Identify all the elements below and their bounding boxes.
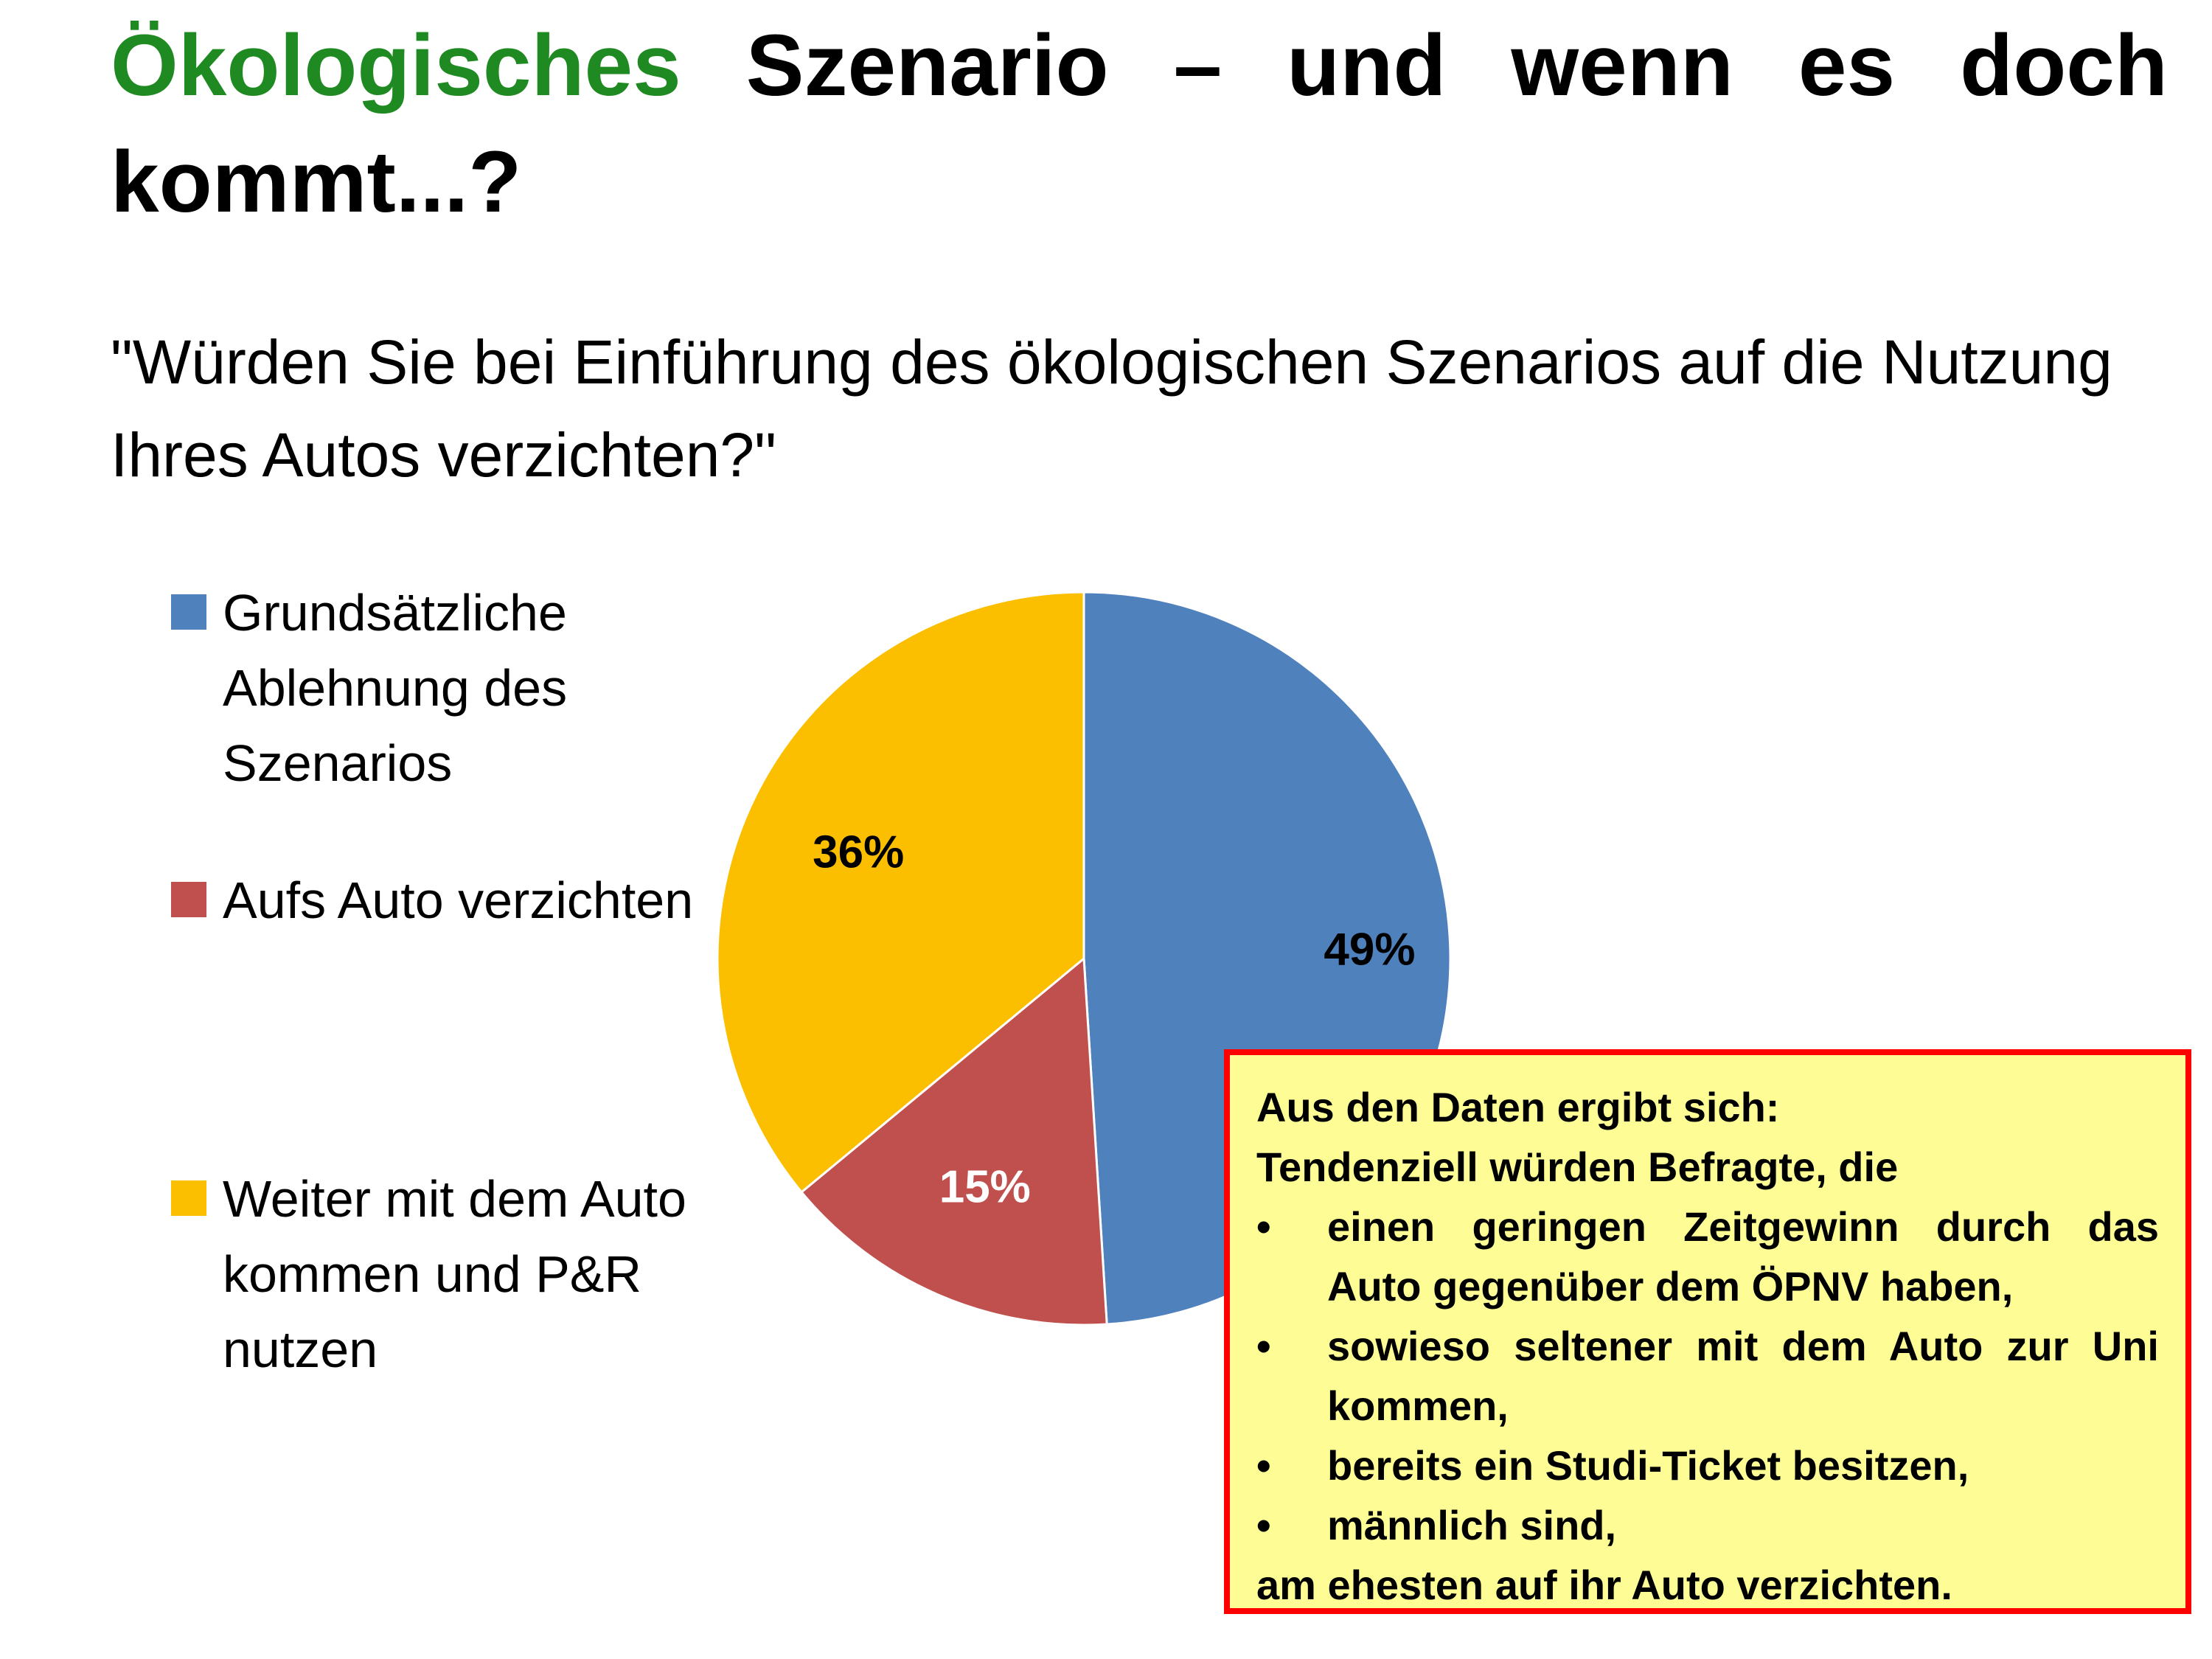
callout-bullet-item: • männlich sind, (1256, 1495, 2159, 1555)
title-rest: Szenario – und wenn es doch kommt...? (111, 17, 2168, 231)
data-label-ablehnung: 49% (1324, 924, 1415, 975)
legend-label-verzichten: Aufs Auto verzichten (223, 872, 694, 929)
callout-bullet-item: • einen geringen Zeitgewinn durch das Aut… (1256, 1197, 2159, 1316)
bullet-marker: • (1256, 1323, 1271, 1369)
legend-label-ablehnung: Grundsätzliche Ablehnung des Szenarios (223, 584, 568, 792)
callout-bullet-list: • einen geringen Zeitgewinn durch das Aut… (1256, 1197, 2159, 1555)
callout-intro-line-1: Aus den Daten ergibt sich: (1256, 1084, 1780, 1130)
title-highlight: Ökologisches (111, 17, 681, 114)
bullet-text: männlich sind, (1327, 1502, 1617, 1548)
data-label-weiter: 36% (813, 827, 904, 878)
slice-weiter (716, 591, 1085, 1194)
bullet-marker: • (1256, 1502, 1271, 1548)
slice-verzichten (799, 956, 1108, 1326)
data-label-verzichten: 15% (939, 1162, 1031, 1213)
bullet-text: bereits ein Studi-Ticket besitzen, (1327, 1442, 1969, 1489)
legend-swatch-ablehnung (171, 594, 206, 630)
legend-swatch-verzichten (171, 882, 206, 917)
bullet-marker: • (1256, 1442, 1271, 1489)
callout-intro-line-2: Tendenziell würden Befragte, die (1256, 1144, 1899, 1190)
survey-question: "Würden Sie bei Einführung des ökologisc… (111, 327, 2112, 490)
callout-bullet-item: • bereits ein Studi-Ticket besitzen, (1256, 1436, 2159, 1495)
legend-label-weiter: Weiter mit dem Auto kommen und P&R nutze… (223, 1170, 686, 1378)
conclusion-callout: Aus den Daten ergibt sich: Tendenziell w… (1224, 1049, 2191, 1614)
callout-bullet-item: • sowieso seltener mit dem Auto zur Uni k… (1256, 1316, 2159, 1436)
bullet-text: sowieso seltener mit dem Auto zur Uni ko… (1327, 1323, 2159, 1429)
bullet-marker: • (1256, 1203, 1271, 1250)
bullet-text: einen geringen Zeitgewinn durch das Auto… (1327, 1203, 2159, 1310)
legend-swatch-weiter (171, 1180, 206, 1216)
slide-title: Ökologisches Szenario – und wenn es doch… (111, 7, 2168, 240)
callout-outro: am ehesten auf ihr Auto verzichten. (1256, 1562, 1952, 1608)
